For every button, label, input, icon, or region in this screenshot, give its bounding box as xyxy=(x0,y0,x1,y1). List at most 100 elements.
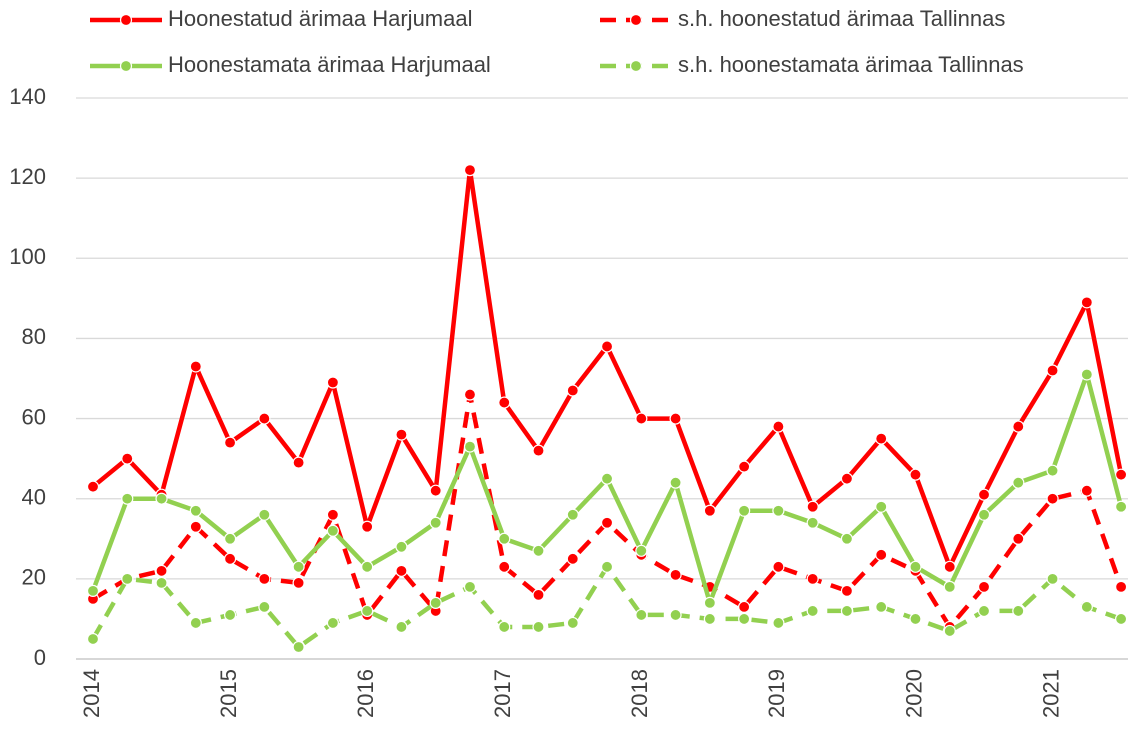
point xyxy=(977,604,991,618)
point xyxy=(429,596,442,610)
point xyxy=(395,564,408,577)
legend-marker xyxy=(119,13,133,27)
point xyxy=(772,504,785,517)
point xyxy=(669,608,682,622)
point xyxy=(1080,600,1093,614)
point xyxy=(258,572,271,585)
point xyxy=(361,520,374,533)
point xyxy=(566,508,579,521)
point xyxy=(155,576,168,589)
legend-marker xyxy=(629,59,643,73)
point xyxy=(875,432,888,445)
point xyxy=(498,620,511,634)
point xyxy=(155,492,168,505)
point xyxy=(1012,532,1025,545)
point xyxy=(943,560,956,573)
x-tick-label: 2015 xyxy=(216,669,241,718)
point xyxy=(840,532,854,545)
x-tick-label: 2019 xyxy=(764,669,789,718)
point xyxy=(1080,484,1093,497)
point xyxy=(635,608,648,622)
x-tick-label: 2018 xyxy=(627,669,652,718)
point xyxy=(258,600,271,614)
point xyxy=(600,340,614,353)
point xyxy=(600,516,614,529)
point xyxy=(155,564,168,577)
point xyxy=(463,580,477,593)
point xyxy=(566,384,579,397)
y-tick-label: 20 xyxy=(22,565,46,590)
legend-label: Hoonestamata ärimaa Harjumaal xyxy=(168,52,491,77)
point xyxy=(498,560,511,573)
point xyxy=(189,360,202,373)
point xyxy=(429,484,442,497)
point xyxy=(635,544,648,557)
y-tick-label: 120 xyxy=(9,164,46,189)
point xyxy=(429,516,442,529)
point xyxy=(86,632,100,646)
point xyxy=(1046,364,1059,377)
y-tick-label: 140 xyxy=(9,84,46,109)
point xyxy=(532,444,545,457)
point xyxy=(566,552,579,565)
point xyxy=(600,472,614,485)
legend-marker xyxy=(119,59,133,73)
y-tick-label: 60 xyxy=(22,404,46,429)
point xyxy=(977,508,991,521)
point xyxy=(463,440,477,453)
point xyxy=(498,396,511,409)
point xyxy=(875,548,888,561)
y-tick-label: 0 xyxy=(34,645,46,670)
point xyxy=(1046,492,1059,505)
point xyxy=(1114,580,1128,593)
point xyxy=(292,560,305,573)
point xyxy=(703,504,716,517)
point xyxy=(875,600,888,614)
point xyxy=(669,412,682,425)
point xyxy=(223,608,237,622)
point xyxy=(703,612,716,626)
legend-label: Hoonestatud ärimaa Harjumaal xyxy=(168,6,473,31)
series-line xyxy=(91,167,1124,570)
point xyxy=(1012,476,1025,489)
point xyxy=(806,500,819,513)
point xyxy=(326,508,339,521)
point xyxy=(395,540,408,553)
point xyxy=(223,552,237,565)
point xyxy=(258,412,271,425)
point xyxy=(121,452,134,465)
point xyxy=(1114,468,1128,481)
point xyxy=(189,504,202,517)
point xyxy=(806,516,819,529)
point xyxy=(840,604,854,618)
legend-marker xyxy=(629,13,643,27)
point xyxy=(189,616,202,630)
point xyxy=(189,520,202,533)
point xyxy=(738,504,751,517)
point xyxy=(532,588,545,601)
x-tick-label: 2016 xyxy=(353,669,378,718)
point xyxy=(223,532,237,545)
point xyxy=(86,584,100,597)
point xyxy=(1114,612,1128,626)
point xyxy=(1046,464,1059,477)
point xyxy=(223,436,237,449)
point xyxy=(772,420,785,433)
point xyxy=(840,584,854,597)
point xyxy=(669,568,682,581)
legend-label: s.h. hoonestatud ärimaa Tallinnas xyxy=(678,6,1005,31)
x-tick-label: 2014 xyxy=(79,669,104,718)
point xyxy=(943,580,956,593)
point xyxy=(1080,296,1093,309)
point xyxy=(669,476,682,489)
legend-label: s.h. hoonestamata ärimaa Tallinnas xyxy=(678,52,1024,77)
point xyxy=(806,604,819,618)
point xyxy=(977,580,991,593)
point xyxy=(395,428,408,441)
point xyxy=(463,164,477,177)
y-tick-label: 100 xyxy=(9,244,46,269)
point xyxy=(840,472,854,485)
point xyxy=(703,596,716,610)
x-tick-label: 2021 xyxy=(1038,669,1063,718)
point xyxy=(326,524,339,537)
